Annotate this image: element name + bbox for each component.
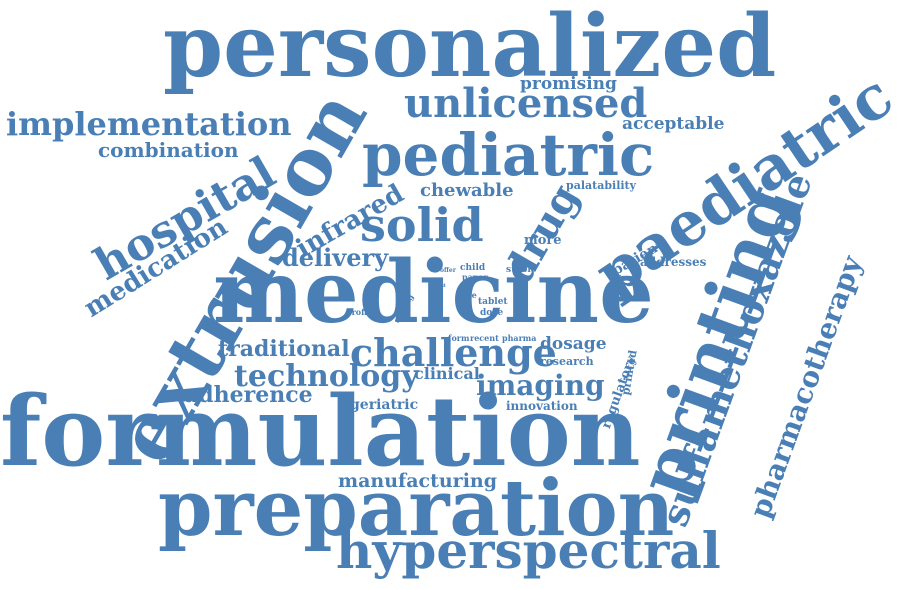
- word-imaging: imaging: [476, 369, 605, 402]
- word-clinical: clinical: [414, 364, 480, 383]
- word-role: role: [459, 290, 477, 300]
- word-adherence: adherence: [184, 382, 313, 408]
- word-child: child: [460, 263, 486, 273]
- word-research: research: [540, 355, 594, 368]
- word-implementation: implementation: [6, 105, 292, 143]
- word-pharma: pharma: [502, 333, 537, 343]
- word-unlicensed: unlicensed: [404, 80, 648, 127]
- word-medicine: medicine: [213, 242, 654, 343]
- word-chewable: chewable: [420, 180, 514, 201]
- word-personalized: personalized: [163, 0, 777, 97]
- word-profile: profile: [346, 307, 376, 317]
- word-tiny-slo: slo: [434, 290, 443, 296]
- word-pediatric: pediatric: [362, 121, 655, 189]
- word-acceptable: acceptable: [622, 114, 725, 134]
- word-traditional: traditional: [218, 336, 350, 362]
- word-combination: combination: [98, 138, 239, 162]
- word-formulation: formulation: [0, 375, 641, 488]
- word-promising: promising: [520, 74, 617, 94]
- word-more: more: [524, 233, 562, 248]
- word-paper: paper: [462, 272, 488, 282]
- word-tablet: tablet: [478, 297, 508, 307]
- word-geriatric: geriatric: [350, 397, 419, 413]
- word-technology: technology: [234, 359, 419, 394]
- word-solid: solid: [360, 198, 484, 252]
- word-preparation: preparation: [158, 463, 675, 554]
- word-form: form: [448, 333, 470, 343]
- word-recent: recent: [470, 333, 499, 343]
- word-addresses: addresses: [640, 255, 707, 269]
- word-offer: offer: [440, 267, 456, 274]
- word-delivery: delivery: [282, 243, 389, 272]
- word-challenge: challenge: [350, 330, 557, 375]
- word-manufacturing: manufacturing: [338, 470, 498, 492]
- word-hyperspectral: hyperspectral: [336, 521, 721, 580]
- word-dose: dose: [480, 308, 504, 318]
- word-palatability: palatability: [566, 179, 637, 192]
- word-innovation: innovation: [506, 399, 578, 413]
- word-dosage: dosage: [540, 334, 607, 354]
- word-good: good: [432, 283, 446, 289]
- word-tiny-als: als: [436, 298, 443, 303]
- word-stable: stable: [506, 265, 537, 275]
